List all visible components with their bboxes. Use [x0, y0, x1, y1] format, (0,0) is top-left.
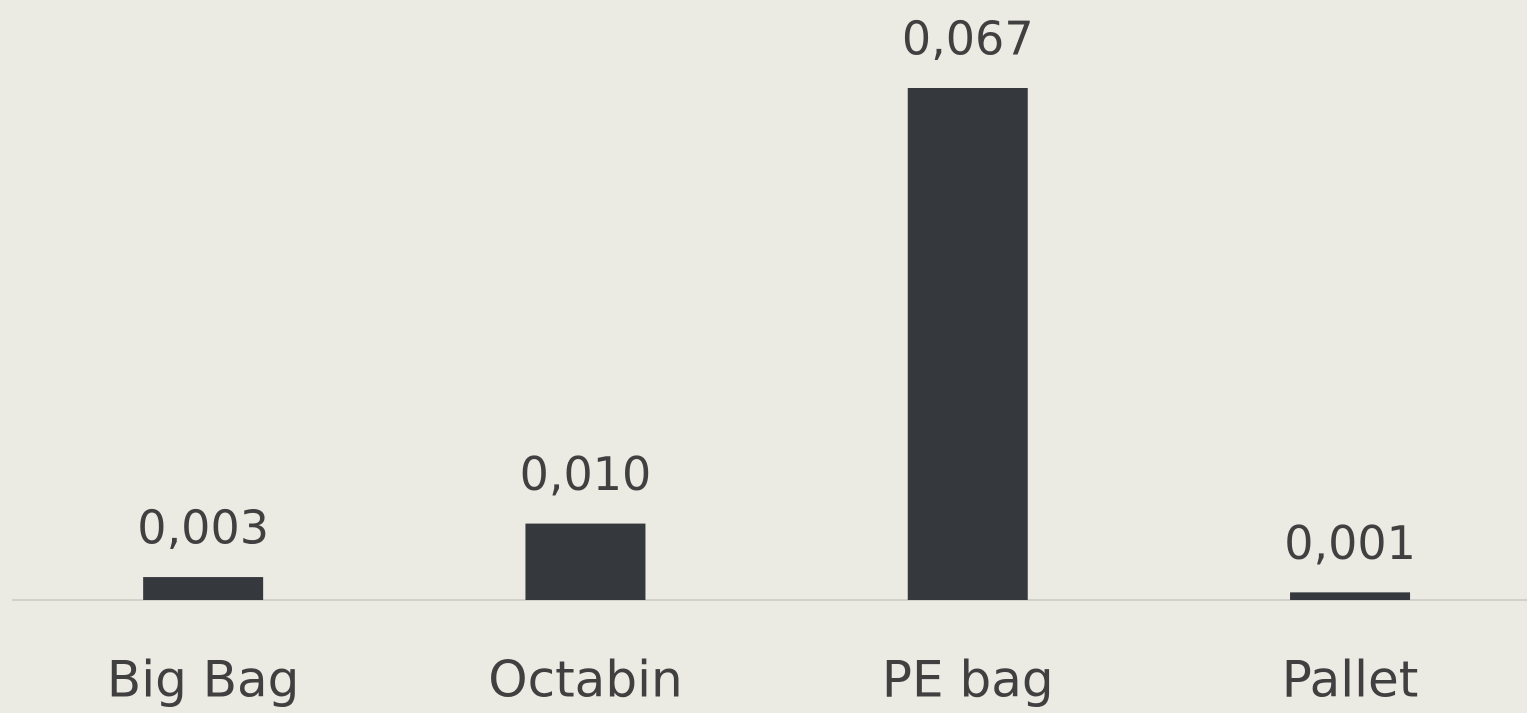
x-tick-label: Octabin: [488, 651, 682, 709]
data-label: 0,003: [137, 501, 269, 555]
bar: [525, 523, 646, 600]
x-tick-label: Pallet: [1282, 651, 1419, 709]
bar: [143, 577, 264, 600]
x-tick-label: PE bag: [882, 651, 1054, 709]
data-label: 0,010: [520, 447, 652, 501]
bar: [1290, 592, 1411, 600]
bar: [907, 88, 1028, 600]
x-tick-label: Big Bag: [107, 651, 300, 709]
data-label: 0,001: [1284, 516, 1416, 570]
data-label: 0,067: [902, 12, 1034, 66]
